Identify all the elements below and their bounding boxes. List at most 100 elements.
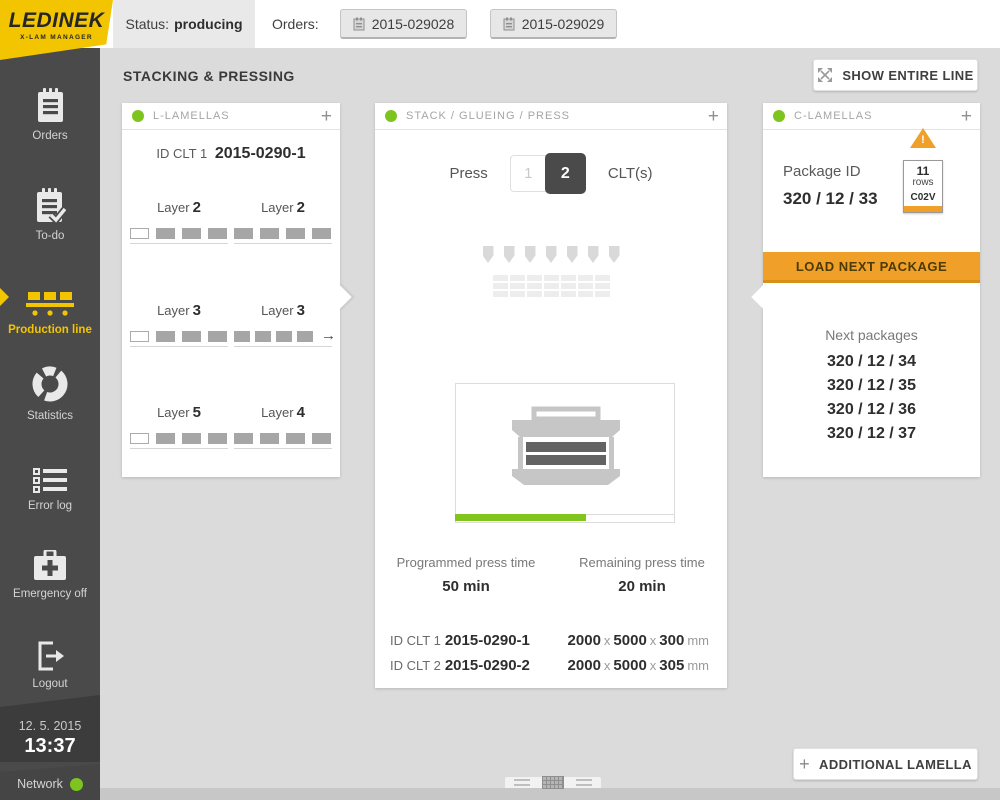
flow-arrow-icon: → bbox=[321, 327, 336, 344]
current-date: 12. 5. 2015 bbox=[18, 719, 82, 733]
minimize-lines-icon[interactable] bbox=[514, 779, 530, 786]
network-status: Network bbox=[0, 764, 100, 800]
todo-checklist-icon bbox=[0, 182, 100, 224]
layer-row: Layer 2 Layer 2 bbox=[130, 199, 332, 244]
package-id-label: Package ID bbox=[783, 163, 861, 180]
datetime-panel: 12. 5. 2015 13:37 bbox=[0, 695, 100, 762]
next-package-item: 320 / 12 / 34 bbox=[827, 353, 916, 370]
press-count-toggle: 1 2 bbox=[509, 153, 586, 194]
programmed-time: Programmed press time 50 min bbox=[396, 555, 536, 595]
tag-orange-bar bbox=[904, 206, 942, 212]
additional-lamella-label: ADDITIONAL LAMELLA bbox=[819, 756, 972, 772]
show-entire-line-button[interactable]: SHOW ENTIRE LINE bbox=[813, 59, 978, 91]
press-option-1[interactable]: 1 bbox=[509, 155, 547, 192]
status-dot-green bbox=[773, 110, 785, 122]
layer-lane: Layer 3 → bbox=[234, 302, 336, 347]
press-label: Press bbox=[449, 165, 488, 182]
app-logo: LEDINEK X-LAM MANAGER bbox=[0, 0, 113, 60]
logo-title: LEDINEK bbox=[8, 9, 105, 32]
sidebar-item-todo[interactable]: To-do bbox=[0, 182, 100, 242]
press-selector-row: Press 1 2 CLT(s) bbox=[375, 153, 727, 194]
press-panel-header: STACK / GLUEING / PRESS + bbox=[375, 103, 727, 130]
panel-title: STACK / GLUEING / PRESS bbox=[406, 110, 570, 122]
layer-lane: Layer 3 bbox=[130, 302, 228, 347]
sidebar-item-orders[interactable]: Orders bbox=[0, 82, 100, 142]
next-packages-label: Next packages bbox=[825, 327, 918, 343]
active-item-arrow bbox=[0, 288, 9, 306]
flow-notch-left bbox=[751, 284, 777, 310]
panel-add-button[interactable]: + bbox=[960, 106, 972, 127]
network-ok-dot bbox=[69, 777, 83, 791]
lamella-blocks bbox=[234, 228, 332, 244]
clt-unit-label: CLT(s) bbox=[607, 165, 653, 182]
sidebar-item-label: To-do bbox=[35, 230, 65, 242]
clt-id-value: 2015-0290-1 bbox=[444, 632, 530, 649]
bottom-tray bbox=[505, 776, 601, 789]
press-option-2-selected[interactable]: 2 bbox=[544, 153, 586, 194]
list-icon bbox=[0, 452, 100, 494]
package-id-value: 320 / 12 / 33 bbox=[783, 189, 878, 208]
order-button-1[interactable]: 2015-029028 bbox=[340, 9, 467, 39]
clt-id-label: ID CLT 1 bbox=[390, 633, 441, 648]
layer-lane: Layer 5 bbox=[130, 404, 228, 449]
orders-notepad-icon bbox=[0, 82, 100, 124]
clt-dimensions: 2000 x 5000 x 300 mm bbox=[567, 632, 709, 649]
panel-title: C-LAMELLAS bbox=[794, 110, 873, 122]
sidebar-item-production-line[interactable]: Production line bbox=[0, 276, 100, 336]
donut-chart-icon bbox=[0, 362, 100, 404]
lamella-blocks bbox=[234, 331, 332, 347]
order-button-2[interactable]: 2015-029029 bbox=[490, 9, 617, 39]
first-aid-kit-icon bbox=[0, 540, 100, 582]
sidebar-item-label: Production line bbox=[8, 324, 92, 336]
clt-info-row: ID CLT 1 2015-0290-1 2000 x 5000 x 300 mm bbox=[390, 632, 712, 649]
package-tag: 11 rows C02V bbox=[903, 160, 943, 213]
panel-add-button[interactable]: + bbox=[320, 106, 332, 127]
next-package-item: 320 / 12 / 36 bbox=[827, 401, 916, 418]
load-next-package-button[interactable]: LOAD NEXT PACKAGE bbox=[763, 252, 980, 283]
bottom-strip bbox=[100, 776, 1000, 800]
logout-icon bbox=[0, 630, 100, 672]
orders-label: Orders: bbox=[272, 16, 319, 32]
status-dot-green bbox=[385, 110, 397, 122]
additional-lamella-button[interactable]: + ADDITIONAL LAMELLA bbox=[793, 748, 978, 780]
keyboard-grid-icon[interactable] bbox=[542, 776, 564, 789]
sidebar-item-error-log[interactable]: Error log bbox=[0, 452, 100, 512]
l-lamellas-panel: L-LAMELLAS + ID CLT 1 2015-0290-1 Layer 2… bbox=[122, 103, 352, 477]
plus-icon: + bbox=[799, 753, 811, 774]
layer-row: Layer 5 Layer 4 bbox=[130, 404, 332, 449]
sidebar-item-label: Orders bbox=[32, 130, 68, 142]
clt-id-value: 2015-0290-1 bbox=[214, 145, 306, 162]
sidebar-item-logout[interactable]: Logout bbox=[0, 630, 100, 690]
show-entire-line-label: SHOW ENTIRE LINE bbox=[842, 67, 974, 83]
clt-dimensions: 2000 x 5000 x 305 mm bbox=[567, 657, 709, 674]
c-lamellas-header: C-LAMELLAS + bbox=[763, 103, 980, 130]
panel-title: L-LAMELLAS bbox=[153, 110, 230, 122]
status-indicator: Status: producing bbox=[113, 0, 255, 48]
sidebar-item-statistics[interactable]: Statistics bbox=[0, 362, 100, 422]
press-machine-icon bbox=[512, 406, 620, 485]
remaining-time: Remaining press time 20 min bbox=[579, 555, 705, 595]
panel-add-button[interactable]: + bbox=[707, 106, 719, 127]
minimize-lines-icon[interactable] bbox=[576, 779, 592, 786]
logo-subtitle: X-LAM MANAGER bbox=[20, 34, 93, 41]
topbar: Status: producing Orders: 2015-029028 20… bbox=[0, 0, 1000, 48]
glue-nozzles-graphic bbox=[375, 246, 727, 263]
tag-rows-label: rows bbox=[912, 177, 934, 188]
lamella-blocks bbox=[130, 331, 228, 347]
clt-info-row: ID CLT 2 2015-0290-2 2000 x 5000 x 305 mm bbox=[390, 657, 712, 674]
press-progress-bar bbox=[455, 514, 675, 523]
tag-rows-count: 11 bbox=[916, 164, 930, 178]
sidebar-item-label: Statistics bbox=[26, 410, 73, 422]
sidebar-item-emergency-off[interactable]: Emergency off bbox=[0, 540, 100, 600]
next-package-item: 320 / 12 / 35 bbox=[827, 377, 916, 394]
sidebar-item-label: Emergency off bbox=[13, 588, 87, 600]
warning-icon: ! bbox=[910, 128, 936, 148]
sidebar-item-label: Logout bbox=[32, 678, 68, 690]
network-label: Network bbox=[17, 777, 63, 791]
sidebar: Orders To-do Production line bbox=[0, 48, 100, 800]
order-number: 2015-029028 bbox=[371, 15, 455, 32]
sidebar-item-label: Error log bbox=[27, 500, 73, 512]
lamella-blocks bbox=[234, 433, 332, 449]
clipboard-icon bbox=[503, 17, 515, 30]
clt-id-value: 2015-0290-2 bbox=[444, 657, 530, 674]
